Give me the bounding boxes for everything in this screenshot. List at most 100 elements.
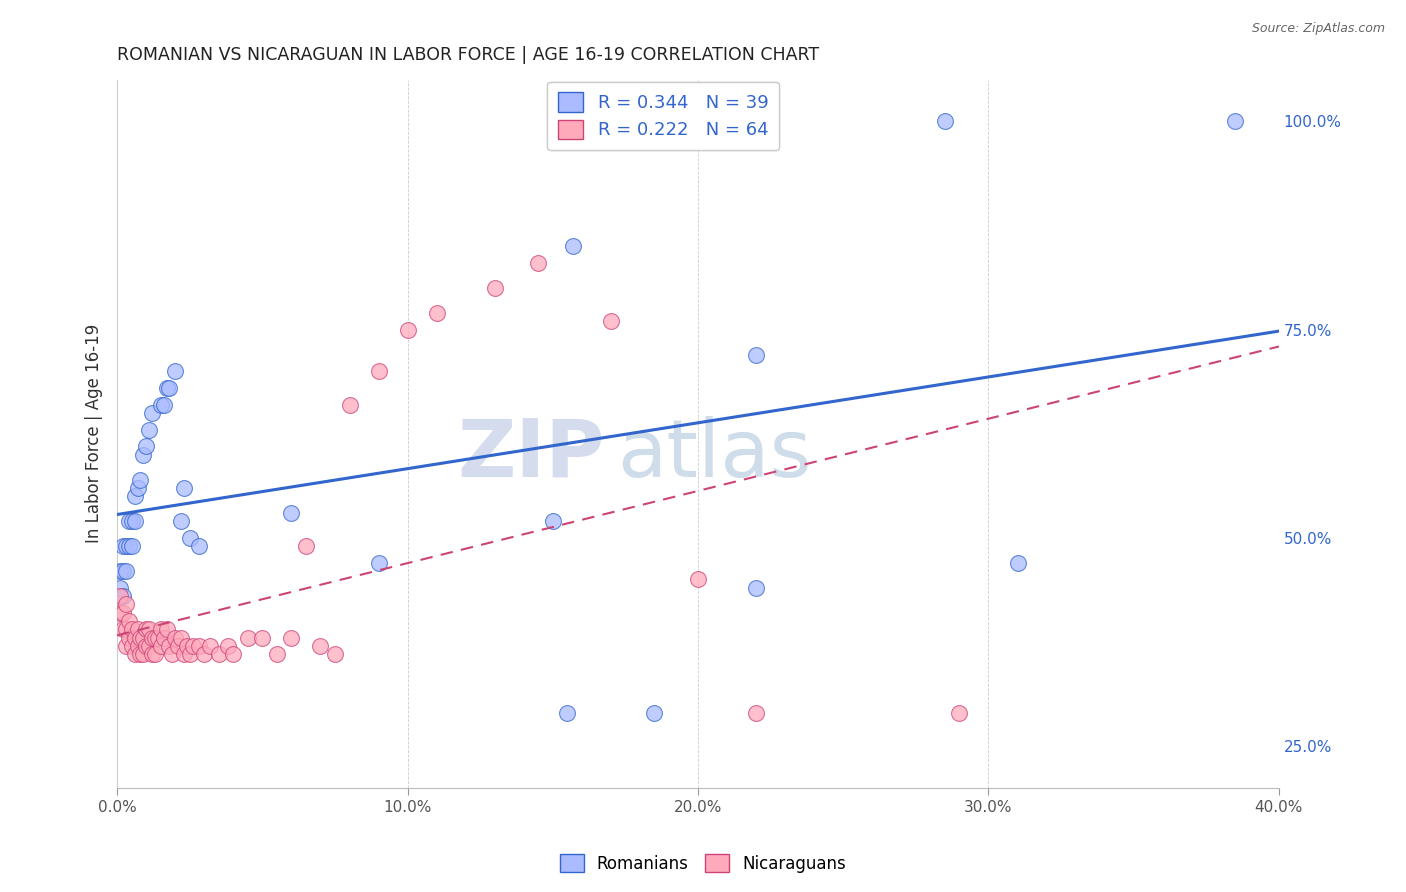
Point	[162, 648, 184, 662]
Point	[266, 648, 288, 662]
Point	[745, 581, 768, 595]
Y-axis label: In Labor Force | Age 16-19: In Labor Force | Age 16-19	[86, 324, 103, 543]
Point	[149, 398, 172, 412]
Point	[187, 539, 209, 553]
Point	[309, 639, 332, 653]
Point	[187, 639, 209, 653]
Point	[127, 623, 149, 637]
Point	[396, 322, 419, 336]
Point	[141, 631, 163, 645]
Point	[118, 631, 141, 645]
Point	[143, 631, 166, 645]
Legend: Romanians, Nicaraguans: Romanians, Nicaraguans	[554, 847, 852, 880]
Text: ROMANIAN VS NICARAGUAN IN LABOR FORCE | AGE 16-19 CORRELATION CHART: ROMANIAN VS NICARAGUAN IN LABOR FORCE | …	[117, 46, 820, 64]
Point	[155, 623, 177, 637]
Point	[132, 648, 155, 662]
Point	[1007, 556, 1029, 570]
Point	[152, 398, 174, 412]
Point	[1225, 114, 1247, 128]
Point	[135, 439, 157, 453]
Point	[323, 648, 346, 662]
Point	[129, 648, 152, 662]
Point	[135, 639, 157, 653]
Point	[111, 623, 134, 637]
Point	[155, 381, 177, 395]
Point	[208, 648, 231, 662]
Point	[176, 639, 198, 653]
Point	[181, 639, 204, 653]
Text: ZIP: ZIP	[458, 416, 605, 494]
Point	[339, 398, 361, 412]
Point	[129, 631, 152, 645]
Point	[217, 639, 239, 653]
Point	[170, 631, 193, 645]
Point	[948, 706, 970, 720]
Point	[124, 631, 146, 645]
Point	[173, 648, 195, 662]
Point	[108, 589, 131, 603]
Point	[118, 539, 141, 553]
Point	[141, 648, 163, 662]
Point	[115, 639, 138, 653]
Point	[198, 639, 221, 653]
Point	[121, 539, 143, 553]
Point	[129, 473, 152, 487]
Point	[132, 448, 155, 462]
Point	[367, 364, 389, 378]
Point	[934, 114, 956, 128]
Point	[165, 364, 187, 378]
Point	[108, 581, 131, 595]
Point	[108, 564, 131, 578]
Point	[115, 539, 138, 553]
Point	[159, 381, 181, 395]
Point	[152, 631, 174, 645]
Point	[135, 623, 157, 637]
Point	[167, 639, 190, 653]
Text: Source: ZipAtlas.com: Source: ZipAtlas.com	[1251, 22, 1385, 36]
Point	[118, 614, 141, 628]
Point	[484, 281, 506, 295]
Point	[686, 573, 709, 587]
Point	[111, 589, 134, 603]
Point	[127, 639, 149, 653]
Point	[121, 623, 143, 637]
Point	[121, 639, 143, 653]
Point	[541, 514, 564, 528]
Point	[179, 531, 201, 545]
Legend: R = 0.344   N = 39, R = 0.222   N = 64: R = 0.344 N = 39, R = 0.222 N = 64	[547, 81, 779, 150]
Point	[170, 514, 193, 528]
Point	[222, 648, 245, 662]
Point	[121, 514, 143, 528]
Point	[173, 481, 195, 495]
Point	[146, 631, 169, 645]
Point	[252, 631, 274, 645]
Point	[367, 556, 389, 570]
Point	[124, 489, 146, 503]
Point	[236, 631, 259, 645]
Point	[138, 639, 160, 653]
Point	[280, 631, 302, 645]
Point	[108, 606, 131, 620]
Point	[127, 481, 149, 495]
Point	[159, 639, 181, 653]
Point	[557, 706, 579, 720]
Point	[644, 706, 666, 720]
Point	[149, 623, 172, 637]
Point	[115, 623, 138, 637]
Point	[138, 423, 160, 437]
Point	[745, 706, 768, 720]
Point	[179, 648, 201, 662]
Point	[143, 648, 166, 662]
Point	[111, 564, 134, 578]
Point	[527, 256, 550, 270]
Point	[141, 406, 163, 420]
Point	[115, 564, 138, 578]
Text: atlas: atlas	[617, 416, 811, 494]
Point	[124, 648, 146, 662]
Point	[111, 539, 134, 553]
Point	[600, 314, 623, 328]
Point	[193, 648, 215, 662]
Point	[118, 514, 141, 528]
Point	[280, 506, 302, 520]
Point	[426, 306, 449, 320]
